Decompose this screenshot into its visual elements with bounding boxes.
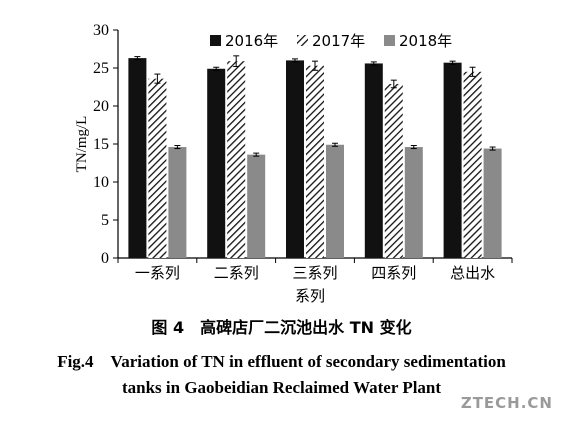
legend-swatch <box>384 35 395 46</box>
bar <box>404 147 423 258</box>
bars-layer <box>128 55 502 259</box>
y-tick-label: 0 <box>101 250 109 267</box>
figure-caption-chinese: 图 4 高碑店厂二沉池出水 TN 变化 <box>151 318 412 337</box>
bar <box>148 78 167 258</box>
y-tick-label: 20 <box>93 98 109 115</box>
x-tick-label: 三系列 <box>292 264 337 282</box>
bar <box>207 68 226 258</box>
x-tick-label: 总出水 <box>450 264 495 282</box>
bar <box>128 58 147 259</box>
figure-caption-english-line2: tanks in Gaobeidian Reclaimed Water Plan… <box>121 378 442 397</box>
bar <box>483 148 502 258</box>
legend-swatch <box>297 35 308 46</box>
y-tick-label: 30 <box>93 22 109 39</box>
bar <box>247 154 266 258</box>
x-tick-label: 二系列 <box>214 264 259 282</box>
y-tick-label: 5 <box>101 212 109 229</box>
y-tick-label: 15 <box>93 136 109 153</box>
bar <box>168 147 187 258</box>
legend: 2016年 2017年 2018年 <box>210 32 452 50</box>
y-tick-label: 25 <box>93 60 109 77</box>
bar <box>443 62 462 259</box>
x-axis-title: 系列 <box>295 287 325 305</box>
bar <box>326 144 344 258</box>
legend-label: 2016年 <box>225 32 278 50</box>
axes: 0 5 10 15 20 25 30 一系列 二系列 三系列 四系列 总出水 <box>93 22 513 282</box>
x-tick-label: 一系列 <box>135 264 180 282</box>
y-axis-title: TN/mg/L <box>74 116 90 173</box>
bar <box>463 71 482 258</box>
bar <box>364 63 383 258</box>
watermark: ZTECH.CN <box>460 394 553 412</box>
bar <box>227 61 246 258</box>
legend-swatch <box>210 35 221 46</box>
y-tick-label: 10 <box>93 174 109 191</box>
legend-label: 2018年 <box>399 32 452 50</box>
x-tick-label: 四系列 <box>371 264 416 282</box>
bar <box>384 83 403 259</box>
bar <box>306 65 324 258</box>
bar <box>286 60 304 259</box>
legend-label: 2017年 <box>312 32 365 50</box>
figure-caption-english-line1: Fig.4 Variation of TN in effluent of sec… <box>57 352 506 371</box>
